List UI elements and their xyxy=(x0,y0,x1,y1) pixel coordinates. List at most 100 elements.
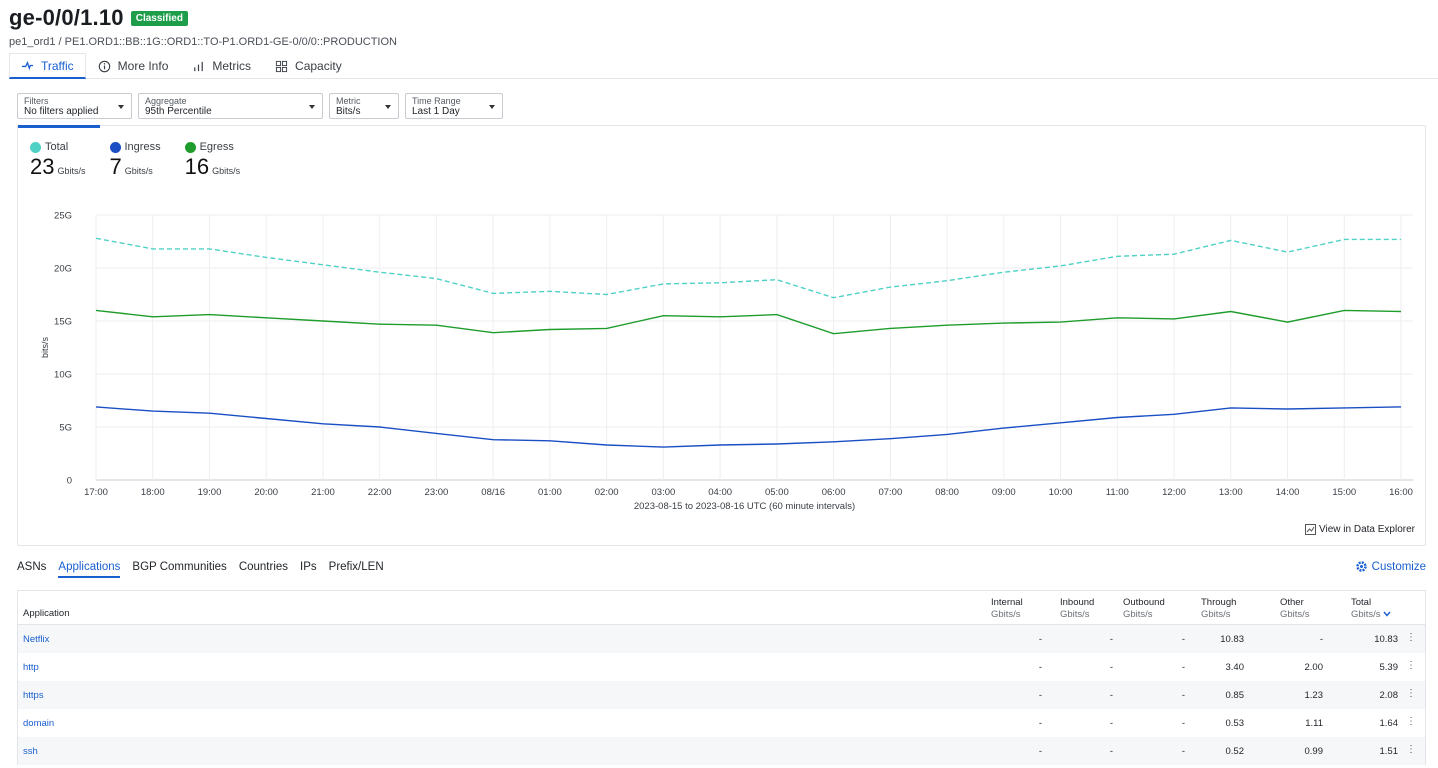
ingress-dot-icon xyxy=(109,141,121,153)
legend-total[interactable]: Total 23 Gbits/s xyxy=(30,141,86,180)
subtab-bgp-communities[interactable]: BGP Communities xyxy=(132,561,227,573)
y-tick-label: 10G xyxy=(54,370,72,381)
tab-more-info[interactable]: More Info xyxy=(86,53,181,79)
subtab-prefix-len[interactable]: Prefix/LEN xyxy=(328,561,384,573)
col-internal[interactable]: Internal Gbits/s xyxy=(991,597,1023,620)
cell-outbound: - xyxy=(1181,746,1185,757)
y-tick-label: 5G xyxy=(59,423,72,434)
table-row[interactable]: Netflix - - - 10.83 - 10.83 ⋮ xyxy=(18,625,1425,653)
tab-label: Metrics xyxy=(212,59,252,73)
customize-button[interactable]: Customize xyxy=(1355,560,1426,573)
traffic-icon xyxy=(21,61,34,71)
cell-total: 1.51 xyxy=(1379,746,1399,757)
x-tick-label: 23:00 xyxy=(425,487,449,498)
application-link[interactable]: http xyxy=(23,662,39,673)
row-menu-icon[interactable]: ⋮ xyxy=(1406,660,1416,671)
aggregate-select[interactable]: Aggregate 95th Percentile xyxy=(138,93,323,119)
legend-unit: Gbits/s xyxy=(124,166,153,176)
x-tick-label: 21:00 xyxy=(311,487,335,498)
view-in-data-explorer-link[interactable]: View in Data Explorer xyxy=(1305,524,1415,535)
metric-select[interactable]: Metric Bits/s xyxy=(329,93,399,119)
x-tick-label: 22:00 xyxy=(368,487,392,498)
table-row[interactable]: https - - - 0.85 1.23 2.08 ⋮ xyxy=(18,681,1425,709)
row-menu-icon[interactable]: ⋮ xyxy=(1406,632,1416,643)
series-line-egress xyxy=(95,309,1402,335)
y-tick-label: 15G xyxy=(54,317,72,328)
view-explorer-label: View in Data Explorer xyxy=(1319,524,1415,535)
col-outbound[interactable]: Outbound Gbits/s xyxy=(1123,597,1165,620)
bar-chart-icon xyxy=(194,61,204,71)
x-tick-label: 15:00 xyxy=(1332,487,1356,498)
row-menu-icon[interactable]: ⋮ xyxy=(1406,716,1416,727)
application-link[interactable]: Netflix xyxy=(23,634,50,645)
time-range-select[interactable]: Time Range Last 1 Day xyxy=(405,93,503,119)
col-through[interactable]: Through Gbits/s xyxy=(1201,597,1236,620)
cell-outbound: - xyxy=(1181,662,1185,673)
col-unit: Gbits/s xyxy=(1351,609,1391,620)
total-dot-icon xyxy=(30,141,41,153)
x-tick-label: 03:00 xyxy=(652,487,676,498)
col-unit: Gbits/s xyxy=(1123,609,1153,620)
col-label: Inbound xyxy=(1060,597,1095,608)
tab-metrics[interactable]: Metrics xyxy=(180,53,263,79)
col-label: Application xyxy=(23,608,70,619)
cell-internal: - xyxy=(1038,718,1042,729)
active-indicator xyxy=(18,125,100,128)
subtab-asns[interactable]: ASNs xyxy=(17,561,47,573)
col-application[interactable]: Application xyxy=(23,608,69,619)
y-tick-label: 20G xyxy=(54,264,72,275)
x-tick-label: 09:00 xyxy=(992,487,1016,498)
chevron-down-icon xyxy=(385,105,391,109)
table-row[interactable]: ssh - - - 0.52 0.99 1.51 ⋮ xyxy=(18,737,1425,765)
legend-label: Total xyxy=(45,141,69,153)
table-row[interactable]: http - - - 3.40 2.00 5.39 ⋮ xyxy=(18,653,1425,681)
tab-traffic[interactable]: Traffic xyxy=(9,53,86,79)
egress-dot-icon xyxy=(184,141,196,153)
x-tick-label: 18:00 xyxy=(141,487,165,498)
tab-label: Capacity xyxy=(295,59,342,73)
legend-value: 23 xyxy=(30,154,55,179)
application-link[interactable]: ssh xyxy=(23,746,38,757)
filter-value: Bits/s xyxy=(336,106,361,117)
x-tick-label: 08/16 xyxy=(481,487,505,498)
chart-icon xyxy=(1305,524,1317,535)
col-label: Total xyxy=(1351,597,1372,608)
cell-internal: - xyxy=(1038,690,1042,701)
series-line-total xyxy=(95,237,1401,299)
application-link[interactable]: domain xyxy=(23,718,55,729)
col-other[interactable]: Other Gbits/s xyxy=(1280,597,1310,620)
tab-capacity[interactable]: Capacity xyxy=(263,53,354,79)
row-menu-icon[interactable]: ⋮ xyxy=(1406,688,1416,699)
legend-egress[interactable]: Egress 16 Gbits/s xyxy=(184,141,240,180)
filters-select[interactable]: Filters No filters applied xyxy=(17,93,132,119)
info-icon xyxy=(98,60,110,72)
legend-ingress[interactable]: Ingress 7 Gbits/s xyxy=(109,141,161,180)
row-menu-icon[interactable]: ⋮ xyxy=(1406,744,1416,755)
x-tick-label: 02:00 xyxy=(595,487,619,498)
col-label: Internal xyxy=(991,597,1023,608)
customize-label: Customize xyxy=(1371,560,1426,573)
cell-internal: - xyxy=(1038,662,1042,673)
x-tick-label: 17:00 xyxy=(84,487,108,498)
application-link[interactable]: https xyxy=(23,690,44,701)
table-row[interactable]: domain - - - 0.53 1.11 1.64 ⋮ xyxy=(18,709,1425,737)
chevron-down-icon xyxy=(309,105,315,109)
col-total[interactable]: Total Gbits/s xyxy=(1351,597,1391,620)
subtab-countries[interactable]: Countries xyxy=(238,561,289,573)
col-unit: Gbits/s xyxy=(1201,609,1231,620)
grid-icon xyxy=(275,60,288,72)
cell-internal: - xyxy=(1038,746,1042,757)
legend-value: 16 xyxy=(184,154,210,179)
subtab-applications[interactable]: Applications xyxy=(58,561,121,578)
tab-bar: Traffic More Info Metrics Capacity xyxy=(9,53,1438,79)
col-inbound[interactable]: Inbound Gbits/s xyxy=(1060,597,1094,620)
breadcrumb: pe1_ord1 / PE1.ORD1::BB::1G::ORD1::TO-P1… xyxy=(9,36,397,48)
gear-icon xyxy=(1355,561,1367,572)
x-tick-label: 11:00 xyxy=(1106,487,1129,498)
cell-internal: - xyxy=(1038,634,1042,645)
subtab-ips[interactable]: IPs xyxy=(300,561,317,573)
filter-label: Metric xyxy=(336,96,361,106)
col-label: Other xyxy=(1280,597,1304,608)
col-unit: Gbits/s xyxy=(1280,609,1310,620)
dimension-tabs: ASNs Applications BGP Communities Countr… xyxy=(17,561,384,578)
